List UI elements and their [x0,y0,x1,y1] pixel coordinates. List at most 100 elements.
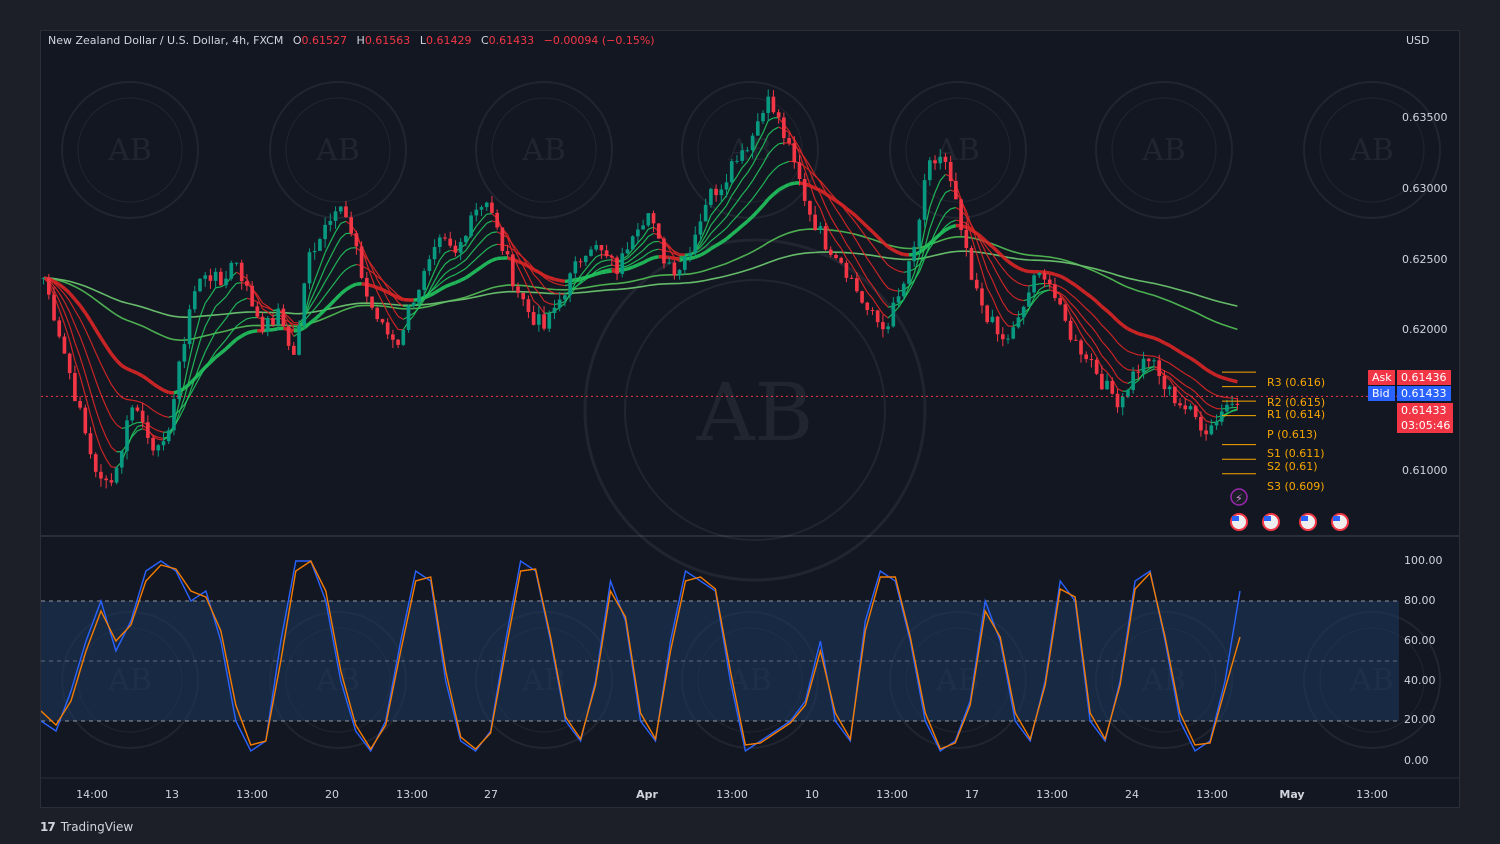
ema-ribbon-segment [204,341,211,352]
ema-ribbon-segment [746,198,754,206]
ema-ribbon-segment [397,296,404,302]
candle-body [484,202,489,208]
ema-ribbon-segment [303,322,311,330]
tradingview-logo[interactable]: 17 TradingView [40,820,133,834]
ema-ribbon-segment [835,225,842,235]
ema-ribbon-segment [1085,308,1092,314]
ema-ribbon-segment [465,263,472,269]
ema-ribbon-segment [79,376,86,396]
ema-ribbon-segment [887,245,895,252]
candle-body [964,230,969,248]
ema-ribbon-segment [757,145,764,156]
ema-ribbon-segment [585,262,592,270]
candle [1037,271,1042,279]
candle-body [490,202,494,213]
ema-ribbon-segment [1143,354,1149,357]
candle [1053,277,1057,302]
ema-ribbon-segment [163,415,169,418]
ema-ribbon-segment [183,358,191,384]
ema-ribbon-segment [110,384,118,393]
ema-ribbon-segment [1002,319,1009,327]
ema-ribbon-segment [74,309,81,320]
ema-ribbon-segment [866,225,874,233]
ema-ribbon-segment [58,300,66,313]
candle-body [927,160,932,181]
ema-ribbon-segment [981,254,988,270]
candle [808,200,812,222]
ema-ribbon-segment [642,236,649,244]
candle [990,309,995,324]
ema-ribbon-segment [188,358,196,379]
candle-body [881,322,885,330]
candle-body [688,253,692,256]
ema-ribbon-segment [58,292,65,303]
candle [573,256,578,279]
candle [677,269,682,280]
ema-ribbon-segment [1012,295,1019,300]
ema-ribbon-segment [84,350,92,366]
candle-body [568,273,572,296]
ema-ribbon-segment [1117,342,1124,348]
ema-ribbon-segment [606,259,612,261]
pivot-p-label: P (0.613) [1267,428,1318,441]
watermark-ring [905,97,1011,203]
ema-ribbon-segment [762,134,769,147]
ema-ribbon-segment [423,282,430,296]
candle-body [203,275,208,279]
ema-ribbon-segment [527,275,535,288]
candle [855,272,859,293]
ema-ribbon-segment [230,303,237,311]
candle-body [1084,354,1089,360]
ema-ribbon-segment [730,228,739,236]
ema-ribbon-segment [1221,396,1228,399]
ema-ribbon-segment [1111,378,1119,389]
currency-label[interactable]: USD [1406,34,1430,47]
ema-ribbon-segment [137,428,143,432]
candle [1000,327,1005,347]
ema-ribbon-segment [767,129,774,136]
ema-ribbon-segment [1059,286,1066,291]
ema-ribbon-segment [1205,388,1212,394]
candle-body [250,285,254,307]
ema-ribbon-segment [928,237,937,245]
ema-ribbon-segment [1064,296,1072,304]
candle [375,306,380,322]
candle [344,201,348,218]
candle-body [119,451,124,468]
ema-ribbon-segment [335,237,342,248]
candle-body [709,188,713,205]
candle-body [912,246,917,262]
candle [192,285,197,313]
time-tick: 13:00 [716,788,748,801]
candle [505,244,510,258]
candle-body [974,279,979,289]
ema-ribbon-segment [69,340,76,361]
low-label: L [419,34,426,47]
ema-ribbon-segment [543,300,550,305]
event-markers[interactable]: ⚡ [1230,488,1349,531]
ema-ribbon-segment [595,260,602,266]
ema-ribbon-segment [319,295,326,303]
ema-ribbon-segment [136,371,144,378]
ema-ribbon-segment [851,217,858,225]
candle [578,258,583,268]
ema-ribbon-segment [580,275,587,281]
ema-ribbon-segment [1054,272,1061,278]
price-tick: 0.61000 [1402,464,1448,477]
ema-ribbon-segment [1002,283,1009,292]
ema-ribbon-segment [485,258,493,265]
ema-ribbon-segment [256,294,264,304]
ema-ribbon-segment [224,342,233,351]
ema-ribbon-segment [465,234,472,245]
ema-ribbon-segment [720,195,727,203]
candle-body [208,275,213,281]
watermark-seal: AB [269,81,407,219]
symbol-legend[interactable]: New Zealand Dollar / U.S. Dollar, 4h, FX… [48,34,655,47]
ema-ribbon-segment [814,175,821,182]
candle [834,252,838,260]
candle-body [959,199,963,231]
long-ma-line [43,228,1238,342]
candle [656,223,661,239]
candle [333,206,338,229]
